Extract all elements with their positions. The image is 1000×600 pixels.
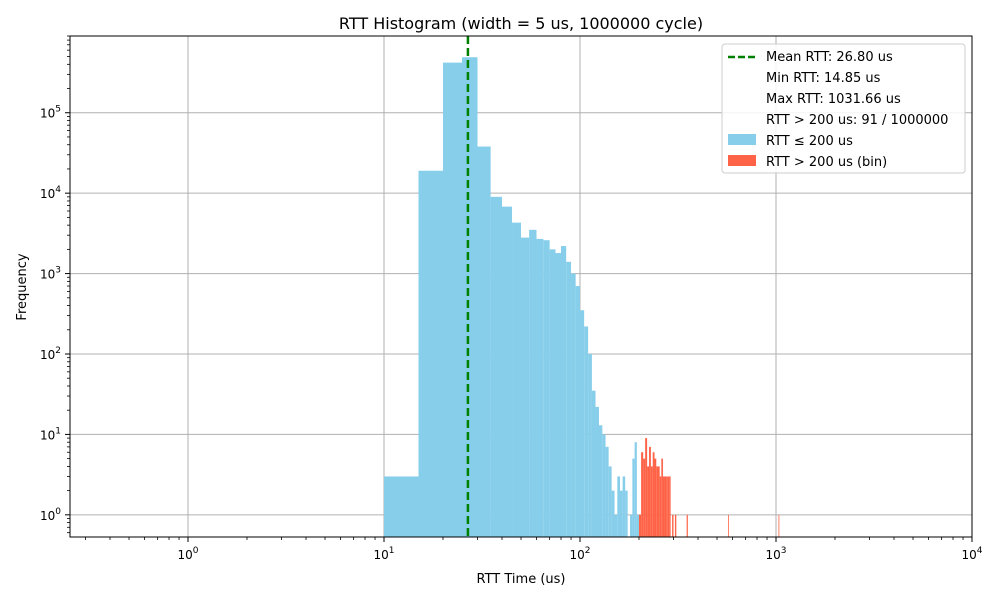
histogram-bar-over-threshold — [778, 514, 780, 537]
histogram-bar-normal — [608, 466, 612, 537]
histogram-bar-over-threshold — [639, 514, 642, 537]
histogram-bar-normal — [529, 229, 537, 537]
legend-over-label: RTT > 200 us (bin) — [766, 155, 887, 170]
legend-max-label: Max RTT: 1031.66 us — [766, 92, 901, 107]
histogram-bar-normal — [418, 170, 444, 537]
histogram-bar-normal — [591, 390, 596, 537]
histogram-bar-normal — [490, 196, 503, 538]
histogram-bar-over-threshold — [667, 476, 670, 537]
histogram-bar-normal — [584, 326, 589, 537]
histogram-bar-normal — [384, 476, 419, 537]
histogram-bar-over-threshold — [662, 476, 665, 537]
legend-over-swatch — [728, 155, 756, 166]
x-tick-label: 100 — [177, 546, 198, 562]
histogram-bar-normal — [622, 476, 626, 537]
histogram-bar-over-threshold — [641, 452, 644, 537]
histogram-bar-normal — [502, 206, 513, 538]
legend-over-threshold-label: RTT > 200 us: 91 / 1000000 — [766, 113, 948, 128]
histogram-bar-over-threshold — [652, 452, 655, 537]
y-axis-label: Frequency — [15, 253, 30, 320]
histogram-bar-over-threshold — [657, 466, 660, 537]
histogram-bar-normal — [461, 57, 478, 538]
histogram-bar-normal — [620, 490, 623, 537]
y-tick-label: 103 — [40, 266, 61, 282]
histogram-bar-normal — [632, 458, 635, 537]
legend-mean-label: Mean RTT: 26.80 us — [766, 50, 893, 65]
histogram-bar-normal — [617, 476, 621, 537]
legend-normal-swatch — [728, 134, 756, 145]
histogram-bar-over-threshold — [649, 446, 651, 537]
histogram-bar-normal — [549, 249, 556, 537]
histogram-bar-normal — [595, 406, 599, 537]
histogram-bar-over-threshold — [666, 476, 668, 537]
histogram-bar-over-threshold — [656, 466, 658, 537]
histogram-bar-over-threshold — [686, 514, 688, 537]
histogram-bar-over-threshold — [669, 476, 671, 537]
histogram-bar-normal — [512, 222, 521, 537]
histogram-bar-normal — [580, 310, 585, 537]
chart-title: RTT Histogram (width = 5 us, 1000000 cyc… — [339, 14, 703, 33]
histogram-bar-over-threshold — [674, 514, 677, 537]
legend-box — [721, 43, 966, 174]
histogram-bar-normal — [566, 261, 572, 537]
histogram-bar-over-threshold — [664, 476, 667, 537]
y-tick-label: 105 — [40, 105, 61, 121]
legend-min-label: Min RTT: 14.85 us — [766, 71, 881, 86]
histogram-bar-over-threshold — [654, 458, 657, 537]
histogram-bar-over-threshold — [650, 466, 653, 537]
histogram-bar-over-threshold — [647, 466, 650, 537]
histogram-bar-normal — [630, 514, 633, 537]
histogram-bar-normal — [443, 62, 462, 537]
histogram-bar-normal — [636, 514, 640, 537]
histogram-bar-normal — [602, 434, 606, 537]
histogram-bar-normal — [614, 514, 618, 537]
legend-normal-label: RTT ≤ 200 us — [766, 134, 853, 149]
histogram-bar-normal — [543, 240, 550, 538]
histogram-bar-normal — [634, 442, 637, 537]
histogram-bar-normal — [561, 246, 567, 537]
histogram-bar-normal — [598, 425, 603, 537]
legend: Mean RTT: 26.80 us Min RTT: 14.85 us Max… — [721, 43, 966, 174]
y-tick-label: 104 — [40, 185, 61, 201]
y-tick-label: 101 — [40, 426, 61, 442]
axes: 100 101 102 103 104 100 101 102 103 104 105 — [40, 35, 983, 562]
x-tick-label: 101 — [373, 546, 394, 562]
histogram-bar-over-threshold — [645, 438, 648, 537]
histogram-bar-over-threshold — [659, 476, 662, 537]
histogram-bar-normal — [536, 238, 544, 537]
histogram-bar-over-threshold — [643, 458, 646, 537]
histogram-bars — [384, 57, 780, 538]
histogram-bar-normal — [521, 237, 530, 537]
x-tick-label: 102 — [569, 546, 590, 562]
x-tick-label: 103 — [765, 546, 786, 562]
histogram-bar-normal — [555, 253, 562, 537]
histogram-bar-normal — [588, 353, 592, 537]
histogram-bar-over-threshold — [728, 514, 729, 537]
histogram-bar-normal — [575, 286, 581, 537]
histogram-bar-normal — [611, 490, 615, 537]
x-axis-label: RTT Time (us) — [477, 572, 566, 587]
histogram-bar-normal — [571, 273, 576, 537]
x-tick-label: 104 — [961, 546, 982, 562]
histogram-bar-normal — [605, 446, 609, 537]
histogram-bar-over-threshold — [661, 458, 663, 537]
y-tick-label: 100 — [40, 507, 61, 523]
histogram-bar-normal — [625, 490, 628, 537]
histogram-bar-normal — [477, 146, 491, 537]
y-tick-label: 102 — [40, 346, 61, 362]
histogram-bar-over-threshold — [672, 514, 674, 537]
